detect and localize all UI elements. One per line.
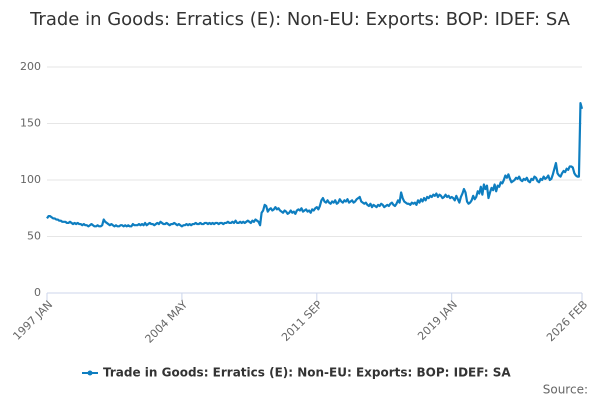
x-tick-label: 2019 JAN xyxy=(415,298,460,343)
x-tick-label: 2026 FEB xyxy=(544,298,590,344)
chart-title: Trade in Goods: Erratics (E): Non-EU: Ex… xyxy=(30,9,570,30)
legend-item: Trade in Goods: Erratics (E): Non-EU: Ex… xyxy=(82,366,511,380)
data-line xyxy=(46,102,584,228)
source: Source: xyxy=(543,383,588,397)
y-tick-label: 0 xyxy=(34,286,41,299)
y-tick-label: 150 xyxy=(20,117,41,130)
y-tick-label: 200 xyxy=(20,60,41,73)
legend-label: Trade in Goods: Erratics (E): Non-EU: Ex… xyxy=(103,366,511,380)
legend-marker xyxy=(87,370,93,376)
y-tick-label: 100 xyxy=(20,173,41,186)
x-tick-label: 2004 MAY xyxy=(143,298,191,346)
x-tick-label: 1997 JAN xyxy=(10,298,55,343)
x-tick-label: 2011 SEP xyxy=(279,298,325,344)
y-tick-label: 50 xyxy=(27,230,41,243)
